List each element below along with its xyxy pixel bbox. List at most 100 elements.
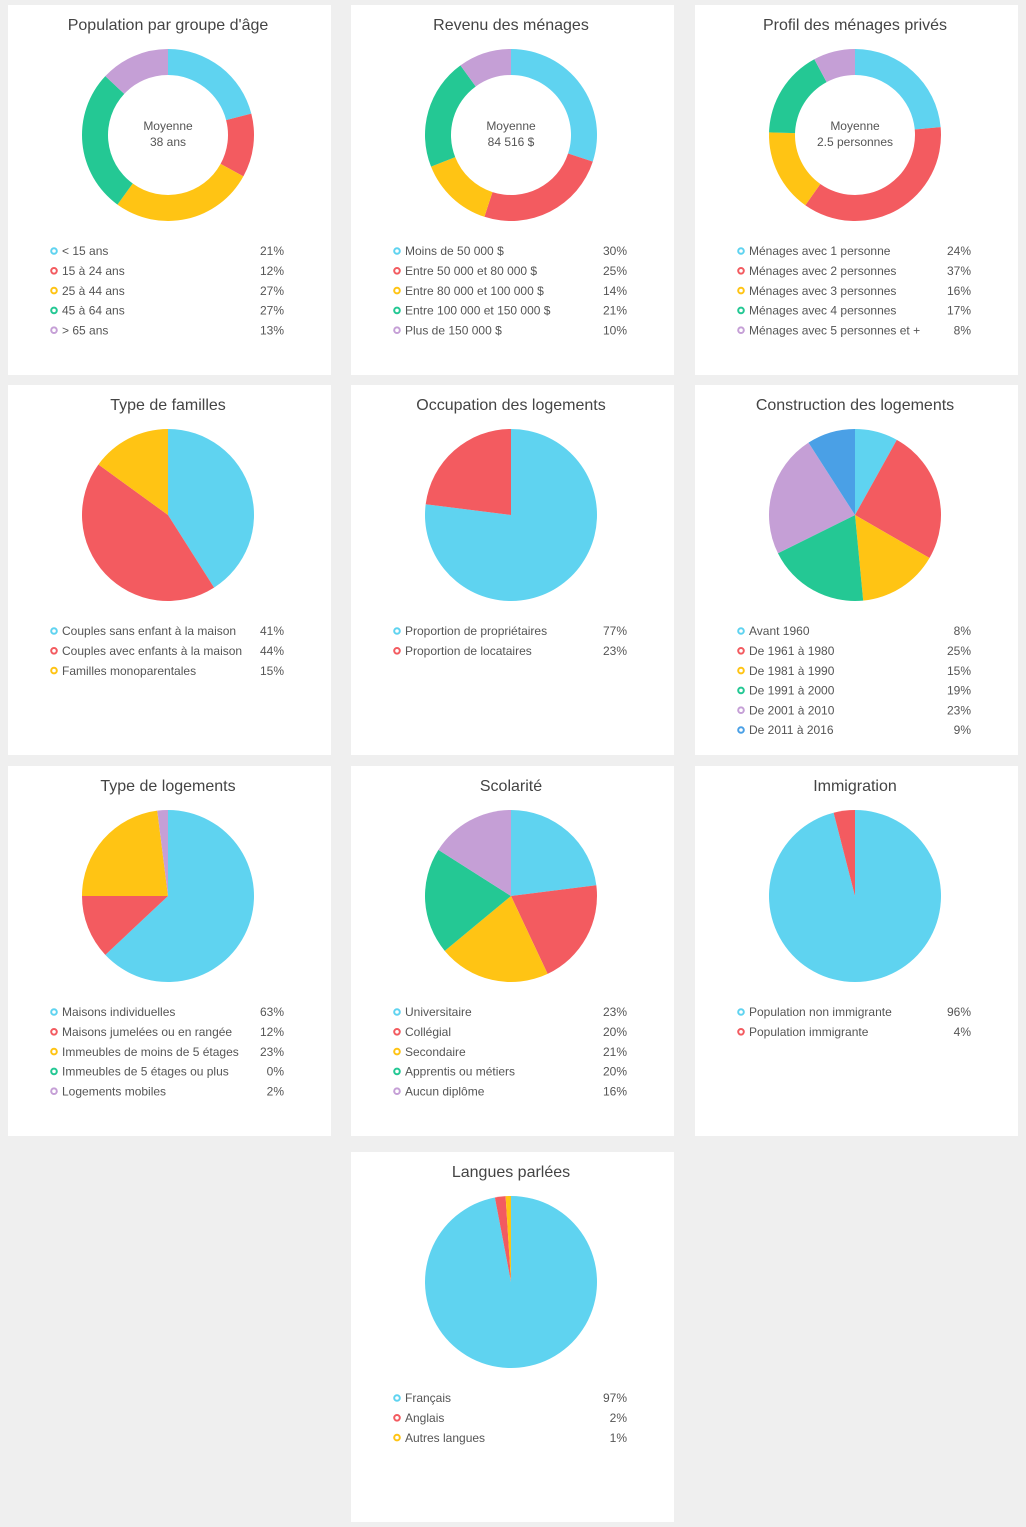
- legend-value: 17%: [947, 304, 971, 318]
- donut-slice: [511, 49, 597, 162]
- legend-value: 21%: [603, 304, 627, 318]
- legend-value: 21%: [260, 244, 284, 258]
- chart: Type de familles Couples sans enfant à la…: [50, 397, 284, 678]
- legend-marker: [50, 1028, 58, 1036]
- legend-label: Entre 100 000 et 150 000 $: [405, 304, 551, 318]
- legend-value: 27%: [260, 304, 284, 318]
- legend-value: 13%: [260, 323, 284, 337]
- chart-title: Scolarité: [480, 778, 542, 795]
- legend-marker: [50, 647, 58, 655]
- chart-card: Langues parlées Français 97% Anglais 2% Autre…: [351, 1152, 674, 1522]
- pie-slice: [438, 810, 511, 896]
- legend-label: Apprentis ou métiers: [405, 1065, 515, 1079]
- legend-marker: [50, 627, 58, 635]
- chart: Occupation des logements Proportion de pr…: [393, 397, 627, 658]
- legend-marker: [737, 686, 745, 695]
- legend-label: Couples avec enfants à la maison: [62, 644, 242, 658]
- chart-card: Occupation des logements Proportion de pr…: [351, 385, 674, 755]
- chart: Immigration Population non immigrante 96% P…: [737, 778, 971, 1039]
- legend-marker: [393, 1008, 401, 1016]
- legend-value: 37%: [947, 264, 971, 278]
- legend-marker: [393, 326, 401, 335]
- legend-label: Population non immigrante: [749, 1005, 892, 1019]
- center-text: Moyenne: [143, 119, 193, 133]
- legend-value: 15%: [260, 664, 284, 678]
- donut-slice: [855, 49, 941, 130]
- legend-label: Avant 1960: [749, 624, 810, 638]
- legend-label: 25 à 44 ans: [62, 284, 125, 298]
- legend-value: 16%: [947, 284, 971, 298]
- legend-marker: [50, 1008, 58, 1016]
- chart-title: Occupation des logements: [416, 397, 605, 414]
- legend-value: 21%: [603, 1045, 627, 1059]
- legend-marker: [50, 326, 58, 335]
- legend-label: Secondaire: [405, 1045, 466, 1059]
- legend-label: De 1991 à 2000: [749, 684, 835, 698]
- legend-label: Français: [405, 1391, 451, 1405]
- legend-marker: [393, 647, 401, 655]
- legend-label: Maisons jumelées ou en rangée: [62, 1025, 232, 1039]
- legend-value: 2%: [610, 1411, 628, 1425]
- legend-value: 23%: [603, 1005, 627, 1019]
- legend-label: Population immigrante: [749, 1025, 869, 1039]
- chart-title: Immigration: [813, 778, 897, 795]
- donut-slice: [220, 113, 254, 177]
- legend-marker: [737, 286, 745, 295]
- legend-label: Anglais: [405, 1411, 444, 1425]
- pie-slice: [444, 896, 548, 982]
- legend-marker: [737, 326, 745, 335]
- legend-label: Maisons individuelles: [62, 1005, 175, 1019]
- legend-marker: [50, 306, 58, 315]
- legend-label: Logements mobiles: [62, 1084, 166, 1098]
- pie-slice: [777, 515, 864, 601]
- pie-slice: [511, 810, 597, 896]
- legend-label: < 15 ans: [62, 244, 108, 258]
- legend-label: Universitaire: [405, 1005, 472, 1019]
- legend-label: Couples sans enfant à la maison: [62, 624, 236, 638]
- legend-label: Familles monoparentales: [62, 664, 196, 678]
- donut-slice: [117, 163, 244, 221]
- legend-value: 25%: [947, 644, 971, 658]
- legend-value: 25%: [603, 264, 627, 278]
- legend-label: Ménages avec 1 personne: [749, 244, 891, 258]
- pie-slice: [494, 1196, 511, 1282]
- legend-marker: [393, 627, 401, 635]
- pie-slice: [808, 429, 855, 515]
- pie-slice: [855, 429, 897, 515]
- legend-marker: [737, 247, 745, 255]
- legend-value: 15%: [947, 664, 971, 678]
- legend-marker: [393, 1414, 401, 1422]
- legend-label: Plus de 150 000 $: [405, 323, 502, 337]
- legend-value: 20%: [603, 1025, 627, 1039]
- chart-title: Revenu des ménages: [433, 17, 589, 34]
- donut-slice: [769, 59, 827, 134]
- donut-slice: [814, 49, 855, 83]
- legend-label: > 65 ans: [62, 323, 108, 337]
- chart: Scolarité Universitaire 23% Collégial 20% Sec…: [393, 778, 627, 1098]
- pie-slice: [82, 896, 168, 955]
- pie-slice: [505, 1196, 511, 1282]
- legend-marker: [50, 1067, 58, 1076]
- legend-value: 2%: [267, 1084, 285, 1098]
- chart-card: Profil des ménages privés Moyenne 2.5 pers…: [695, 5, 1018, 375]
- chart-card: Revenu des ménages Moyenne 84 516 $ Moins d…: [351, 5, 674, 375]
- pie-slice: [769, 442, 855, 554]
- legend-value: 8%: [954, 323, 972, 337]
- legend-label: De 2001 à 2010: [749, 703, 835, 717]
- chart: Construction des logements Avant 1960 8% De…: [737, 397, 971, 737]
- pie-slice: [157, 810, 168, 896]
- legend-value: 0%: [267, 1065, 285, 1079]
- legend-marker: [737, 627, 745, 635]
- pie-slice: [98, 429, 168, 515]
- legend-value: 27%: [260, 284, 284, 298]
- legend-marker: [393, 1433, 401, 1442]
- donut-slice: [484, 153, 593, 221]
- legend-label: Proportion de propriétaires: [405, 624, 547, 638]
- legend-value: 41%: [260, 624, 284, 638]
- legend-label: Ménages avec 3 personnes: [749, 284, 896, 298]
- pie-slice: [855, 439, 941, 558]
- legend-label: 45 à 64 ans: [62, 304, 125, 318]
- chart-card: Construction des logements Avant 1960 8% De…: [695, 385, 1018, 755]
- chart: Revenu des ménages Moyenne 84 516 $ Moins d…: [393, 17, 627, 337]
